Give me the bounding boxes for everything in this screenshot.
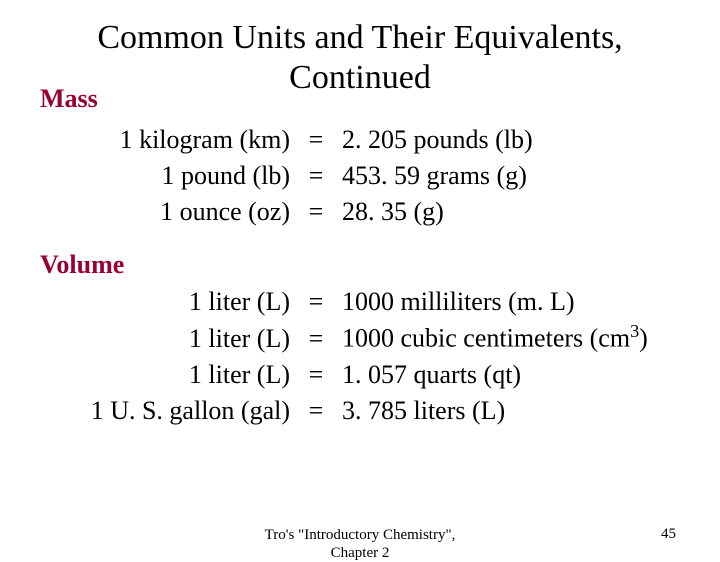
volume-heading: Volume: [40, 250, 680, 280]
unit-left: 1 kilogram (km): [40, 122, 300, 158]
unit-right: 2. 205 pounds (lb): [332, 122, 533, 158]
table-row: 1 U. S. gallon (gal) = 3. 785 liters (L): [40, 393, 648, 429]
unit-left: 1 liter (L): [40, 319, 300, 356]
table-row: 1 liter (L) = 1000 cubic centimeters (cm…: [40, 319, 648, 356]
unit-left: 1 pound (lb): [40, 158, 300, 194]
slide: Common Units and Their Equivalents, Cont…: [0, 0, 720, 540]
equals-sign: =: [300, 319, 332, 356]
unit-right: 1000 cubic centimeters (cm3): [332, 319, 648, 356]
volume-table: 1 liter (L) = 1000 milliliters (m. L) 1 …: [40, 284, 648, 429]
unit-right: 1000 milliliters (m. L): [332, 284, 648, 320]
mass-table: 1 kilogram (km) = 2. 205 pounds (lb) 1 p…: [40, 122, 533, 229]
unit-right: 3. 785 liters (L): [332, 393, 648, 429]
equals-sign: =: [300, 284, 332, 320]
table-row: 1 liter (L) = 1000 milliliters (m. L): [40, 284, 648, 320]
citation-line-1: Tro's "Introductory Chemistry",: [265, 527, 456, 543]
unit-left: 1 U. S. gallon (gal): [40, 393, 300, 429]
equals-sign: =: [300, 158, 332, 194]
footer-citation: Tro's "Introductory Chemistry", Chapter …: [265, 526, 456, 562]
table-row: 1 pound (lb) = 453. 59 grams (g): [40, 158, 533, 194]
equals-sign: =: [300, 357, 332, 393]
table-row: 1 ounce (oz) = 28. 35 (g): [40, 194, 533, 230]
unit-right: 1. 057 quarts (qt): [332, 357, 648, 393]
citation-line-2: Chapter 2: [331, 545, 390, 561]
page-number: 45: [661, 526, 676, 543]
table-row: 1 liter (L) = 1. 057 quarts (qt): [40, 357, 648, 393]
unit-left: 1 liter (L): [40, 357, 300, 393]
table-row: 1 kilogram (km) = 2. 205 pounds (lb): [40, 122, 533, 158]
unit-left: 1 liter (L): [40, 284, 300, 320]
title-line-1: Common Units and Their Equivalents,: [97, 19, 622, 56]
equals-sign: =: [300, 393, 332, 429]
equals-sign: =: [300, 194, 332, 230]
equals-sign: =: [300, 122, 332, 158]
unit-right: 28. 35 (g): [332, 194, 533, 230]
unit-left: 1 ounce (oz): [40, 194, 300, 230]
mass-heading: Mass: [40, 84, 680, 114]
unit-right: 453. 59 grams (g): [332, 158, 533, 194]
